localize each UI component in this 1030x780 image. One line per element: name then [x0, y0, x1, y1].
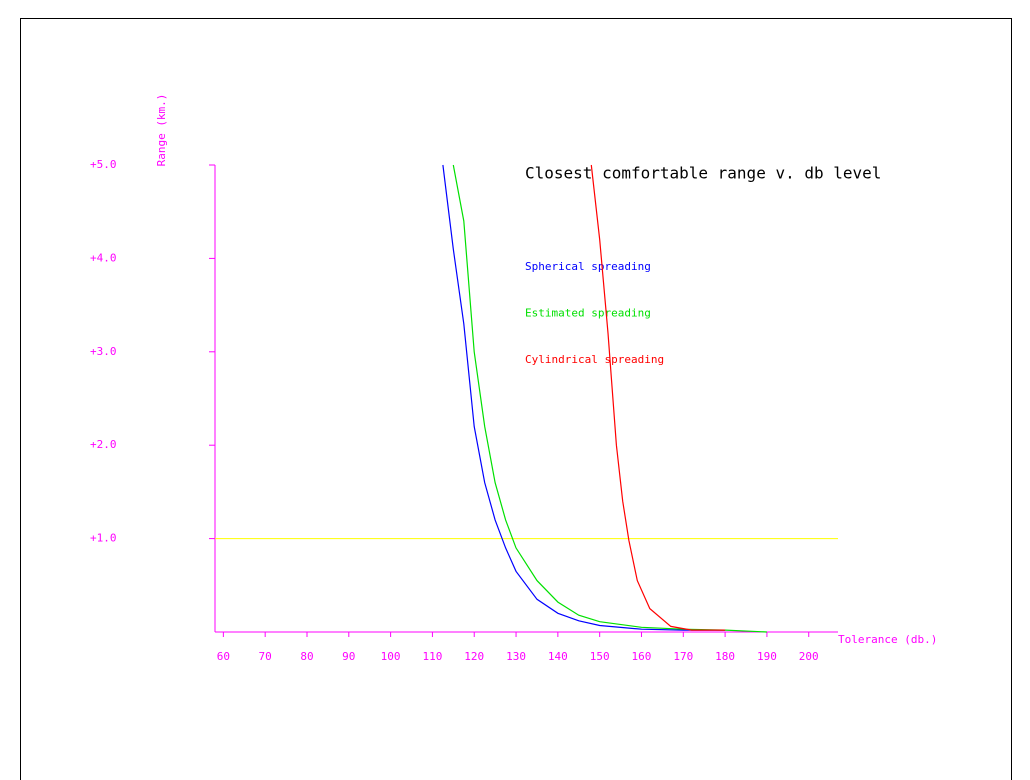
- y-tick-label: +4.0: [90, 251, 117, 264]
- x-tick-label: 140: [548, 650, 568, 663]
- series-line: [442, 164, 726, 631]
- series-line: [590, 164, 726, 631]
- x-tick-label: 120: [464, 650, 484, 663]
- y-tick-label: +1.0: [90, 532, 117, 545]
- frame: [20, 18, 1012, 780]
- x-tick-label: 170: [673, 650, 693, 663]
- x-tick-label: 160: [632, 650, 652, 663]
- x-tick-label: 200: [799, 650, 819, 663]
- y-tick-label: +2.0: [90, 438, 117, 451]
- x-tick-label: 150: [590, 650, 610, 663]
- x-tick-label: 60: [217, 650, 230, 663]
- legend-label: Cylindrical spreading: [525, 353, 664, 366]
- legend-label: Estimated spreading: [525, 307, 651, 320]
- x-tick-label: 180: [715, 650, 735, 663]
- legend-label: Spherical spreading: [525, 260, 651, 273]
- y-tick-label: +3.0: [90, 345, 117, 358]
- chart-title: Closest comfortable range v. db level: [525, 164, 881, 183]
- y-tick-label: +5.0: [90, 158, 117, 171]
- x-tick-label: 70: [259, 650, 272, 663]
- x-tick-label: 80: [300, 650, 313, 663]
- x-tick-label: 90: [342, 650, 355, 663]
- x-tick-label: 100: [381, 650, 401, 663]
- x-tick-label: 110: [422, 650, 442, 663]
- series-line: [452, 164, 767, 633]
- x-axis-label: Tolerance (db.): [838, 633, 937, 646]
- x-tick-label: 190: [757, 650, 777, 663]
- y-axis-label: Range (km.): [155, 94, 168, 167]
- x-tick-label: 130: [506, 650, 526, 663]
